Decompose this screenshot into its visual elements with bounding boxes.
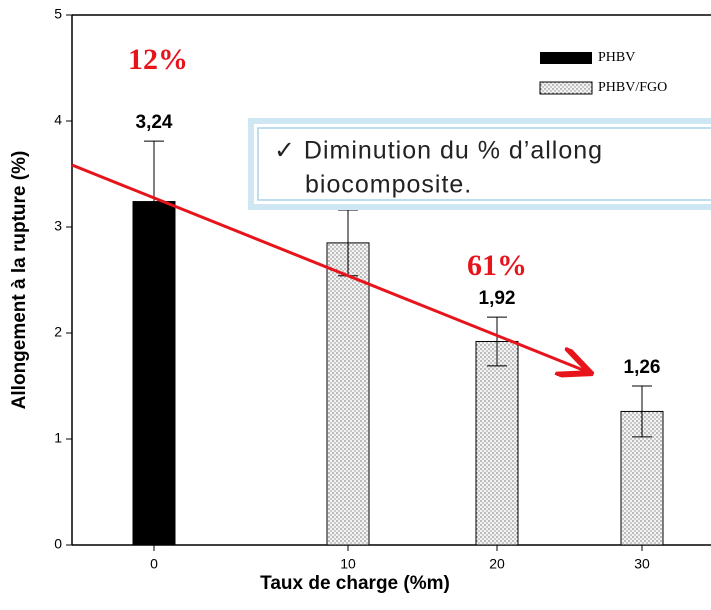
bar <box>475 340 519 546</box>
annotation: 61% <box>467 249 527 282</box>
data-label: 1,92 <box>479 288 516 309</box>
error-bar <box>144 140 164 263</box>
y-tick-label: 1 <box>54 430 62 446</box>
callout-inner <box>257 127 711 201</box>
callout-text: biocomposite. <box>305 171 472 199</box>
data-label: 1,26 <box>624 357 661 378</box>
trend-arrow <box>71 163 588 372</box>
error-bar <box>487 316 507 367</box>
legend-swatch <box>540 52 592 64</box>
callout: ✓ Diminution du % d’allong biocomposite. <box>248 118 711 210</box>
annotation: 12% <box>128 43 188 76</box>
y-tick-label: 5 <box>54 6 62 22</box>
x-axis-label: Taux de charge (%m) <box>260 573 450 594</box>
bar <box>326 242 370 546</box>
y-axis-label: Allongement à la rupture (%) <box>9 151 30 410</box>
y-tick-label: 2 <box>54 324 62 340</box>
x-tick-label: 10 <box>340 556 356 572</box>
data-label: 3,24 <box>136 112 173 133</box>
legend-label: PHBV <box>598 50 635 65</box>
x-tick-label: 20 <box>489 556 505 572</box>
y-tick-label: 0 <box>54 536 62 552</box>
x-tick-label: 30 <box>634 556 650 572</box>
error-bar <box>632 385 652 438</box>
y-tick-label: 4 <box>54 112 62 128</box>
callout-box <box>248 118 711 210</box>
y-tick-label: 3 <box>54 218 62 234</box>
callout-text: ✓ Diminution du % d’allong <box>274 137 603 165</box>
x-tick-label: 0 <box>150 556 158 572</box>
legend-label: PHBV/FGO <box>598 80 667 95</box>
legend-swatch <box>539 81 593 95</box>
